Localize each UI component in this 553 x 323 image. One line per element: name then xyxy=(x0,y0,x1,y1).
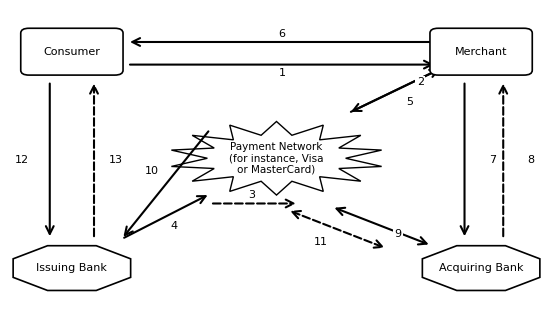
Text: 6: 6 xyxy=(279,29,285,39)
Text: 8: 8 xyxy=(528,155,534,165)
Text: 1: 1 xyxy=(279,68,285,78)
Text: 13: 13 xyxy=(109,155,123,165)
Polygon shape xyxy=(171,121,382,195)
Text: 7: 7 xyxy=(489,155,495,165)
Polygon shape xyxy=(13,246,131,290)
FancyBboxPatch shape xyxy=(430,28,532,75)
Text: 12: 12 xyxy=(15,155,29,165)
Text: 11: 11 xyxy=(314,237,328,247)
Text: 5: 5 xyxy=(406,97,413,107)
Text: Acquiring Bank: Acquiring Bank xyxy=(439,263,523,273)
Text: 4: 4 xyxy=(171,221,178,231)
Text: 9: 9 xyxy=(395,229,401,239)
Text: 3: 3 xyxy=(248,191,255,200)
FancyBboxPatch shape xyxy=(21,28,123,75)
Text: 2: 2 xyxy=(417,78,424,87)
Text: Merchant: Merchant xyxy=(455,47,507,57)
Polygon shape xyxy=(422,246,540,290)
Text: Payment Network
(for instance, Visa
or MasterCard): Payment Network (for instance, Visa or M… xyxy=(229,142,324,175)
Text: 10: 10 xyxy=(145,166,159,176)
Text: Consumer: Consumer xyxy=(44,47,100,57)
Text: Issuing Bank: Issuing Bank xyxy=(36,263,107,273)
